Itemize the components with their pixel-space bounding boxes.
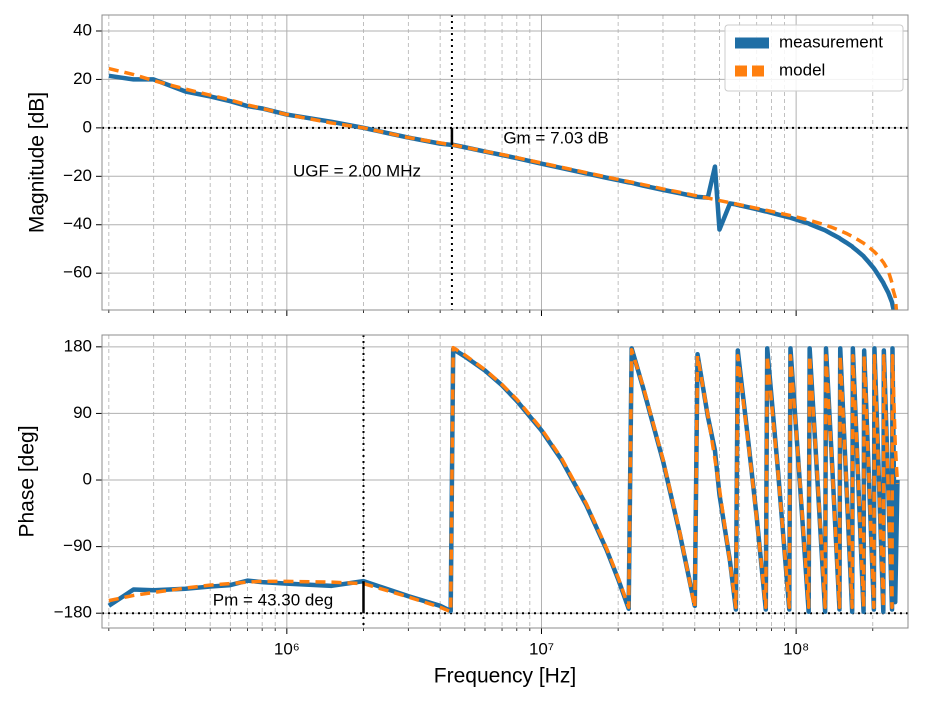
y-tick-label: −180 bbox=[54, 603, 92, 622]
axes-frame bbox=[101, 334, 909, 629]
legend: measurement model bbox=[724, 24, 904, 92]
plot-lines bbox=[107, 345, 900, 614]
y-tick-label: −90 bbox=[63, 536, 92, 555]
x-tick-label: 10⁷ bbox=[529, 639, 554, 658]
y-tick-label: −20 bbox=[63, 166, 92, 185]
plot-lines bbox=[108, 66, 899, 310]
y-axis-label: Magnitude [dB] bbox=[26, 92, 49, 233]
y-tick-label: 40 bbox=[73, 20, 92, 39]
y-tick-label: 90 bbox=[73, 403, 92, 422]
x-tick-label: 10⁸ bbox=[783, 639, 809, 658]
series-line bbox=[108, 345, 900, 614]
x-tick-label: 10⁶ bbox=[274, 639, 300, 658]
panel: −60 −40 −20 0 20 40 UGF = 2.00 MHz Gm = 7.03 dB… bbox=[26, 14, 909, 316]
axes-frame bbox=[101, 14, 909, 311]
y-tick-label: 180 bbox=[64, 336, 92, 355]
y-axis-label: Phase [deg] bbox=[16, 425, 39, 537]
annotation: Pm = 43.30 deg bbox=[213, 590, 334, 609]
legend-box bbox=[724, 24, 904, 92]
y-tick-label: −60 bbox=[63, 263, 92, 282]
annotation: Gm = 7.03 dB bbox=[503, 128, 608, 147]
annotation: UGF = 2.00 MHz bbox=[293, 161, 421, 180]
y-tick-label: 20 bbox=[73, 69, 92, 88]
y-tick-label: −40 bbox=[63, 214, 92, 233]
legend-label: model bbox=[779, 60, 825, 79]
y-tick-label: 0 bbox=[83, 470, 92, 489]
x-axis-label: Frequency [Hz] bbox=[434, 665, 576, 688]
legend-label: measurement bbox=[779, 32, 883, 51]
panel: 10⁶ 10⁷ 10⁸ −180 −90 0 90 180 Pm = 43.30 deg Phas… bbox=[16, 334, 909, 688]
y-tick-label: 0 bbox=[83, 117, 92, 136]
series-line bbox=[108, 73, 896, 310]
series-line bbox=[108, 66, 899, 310]
